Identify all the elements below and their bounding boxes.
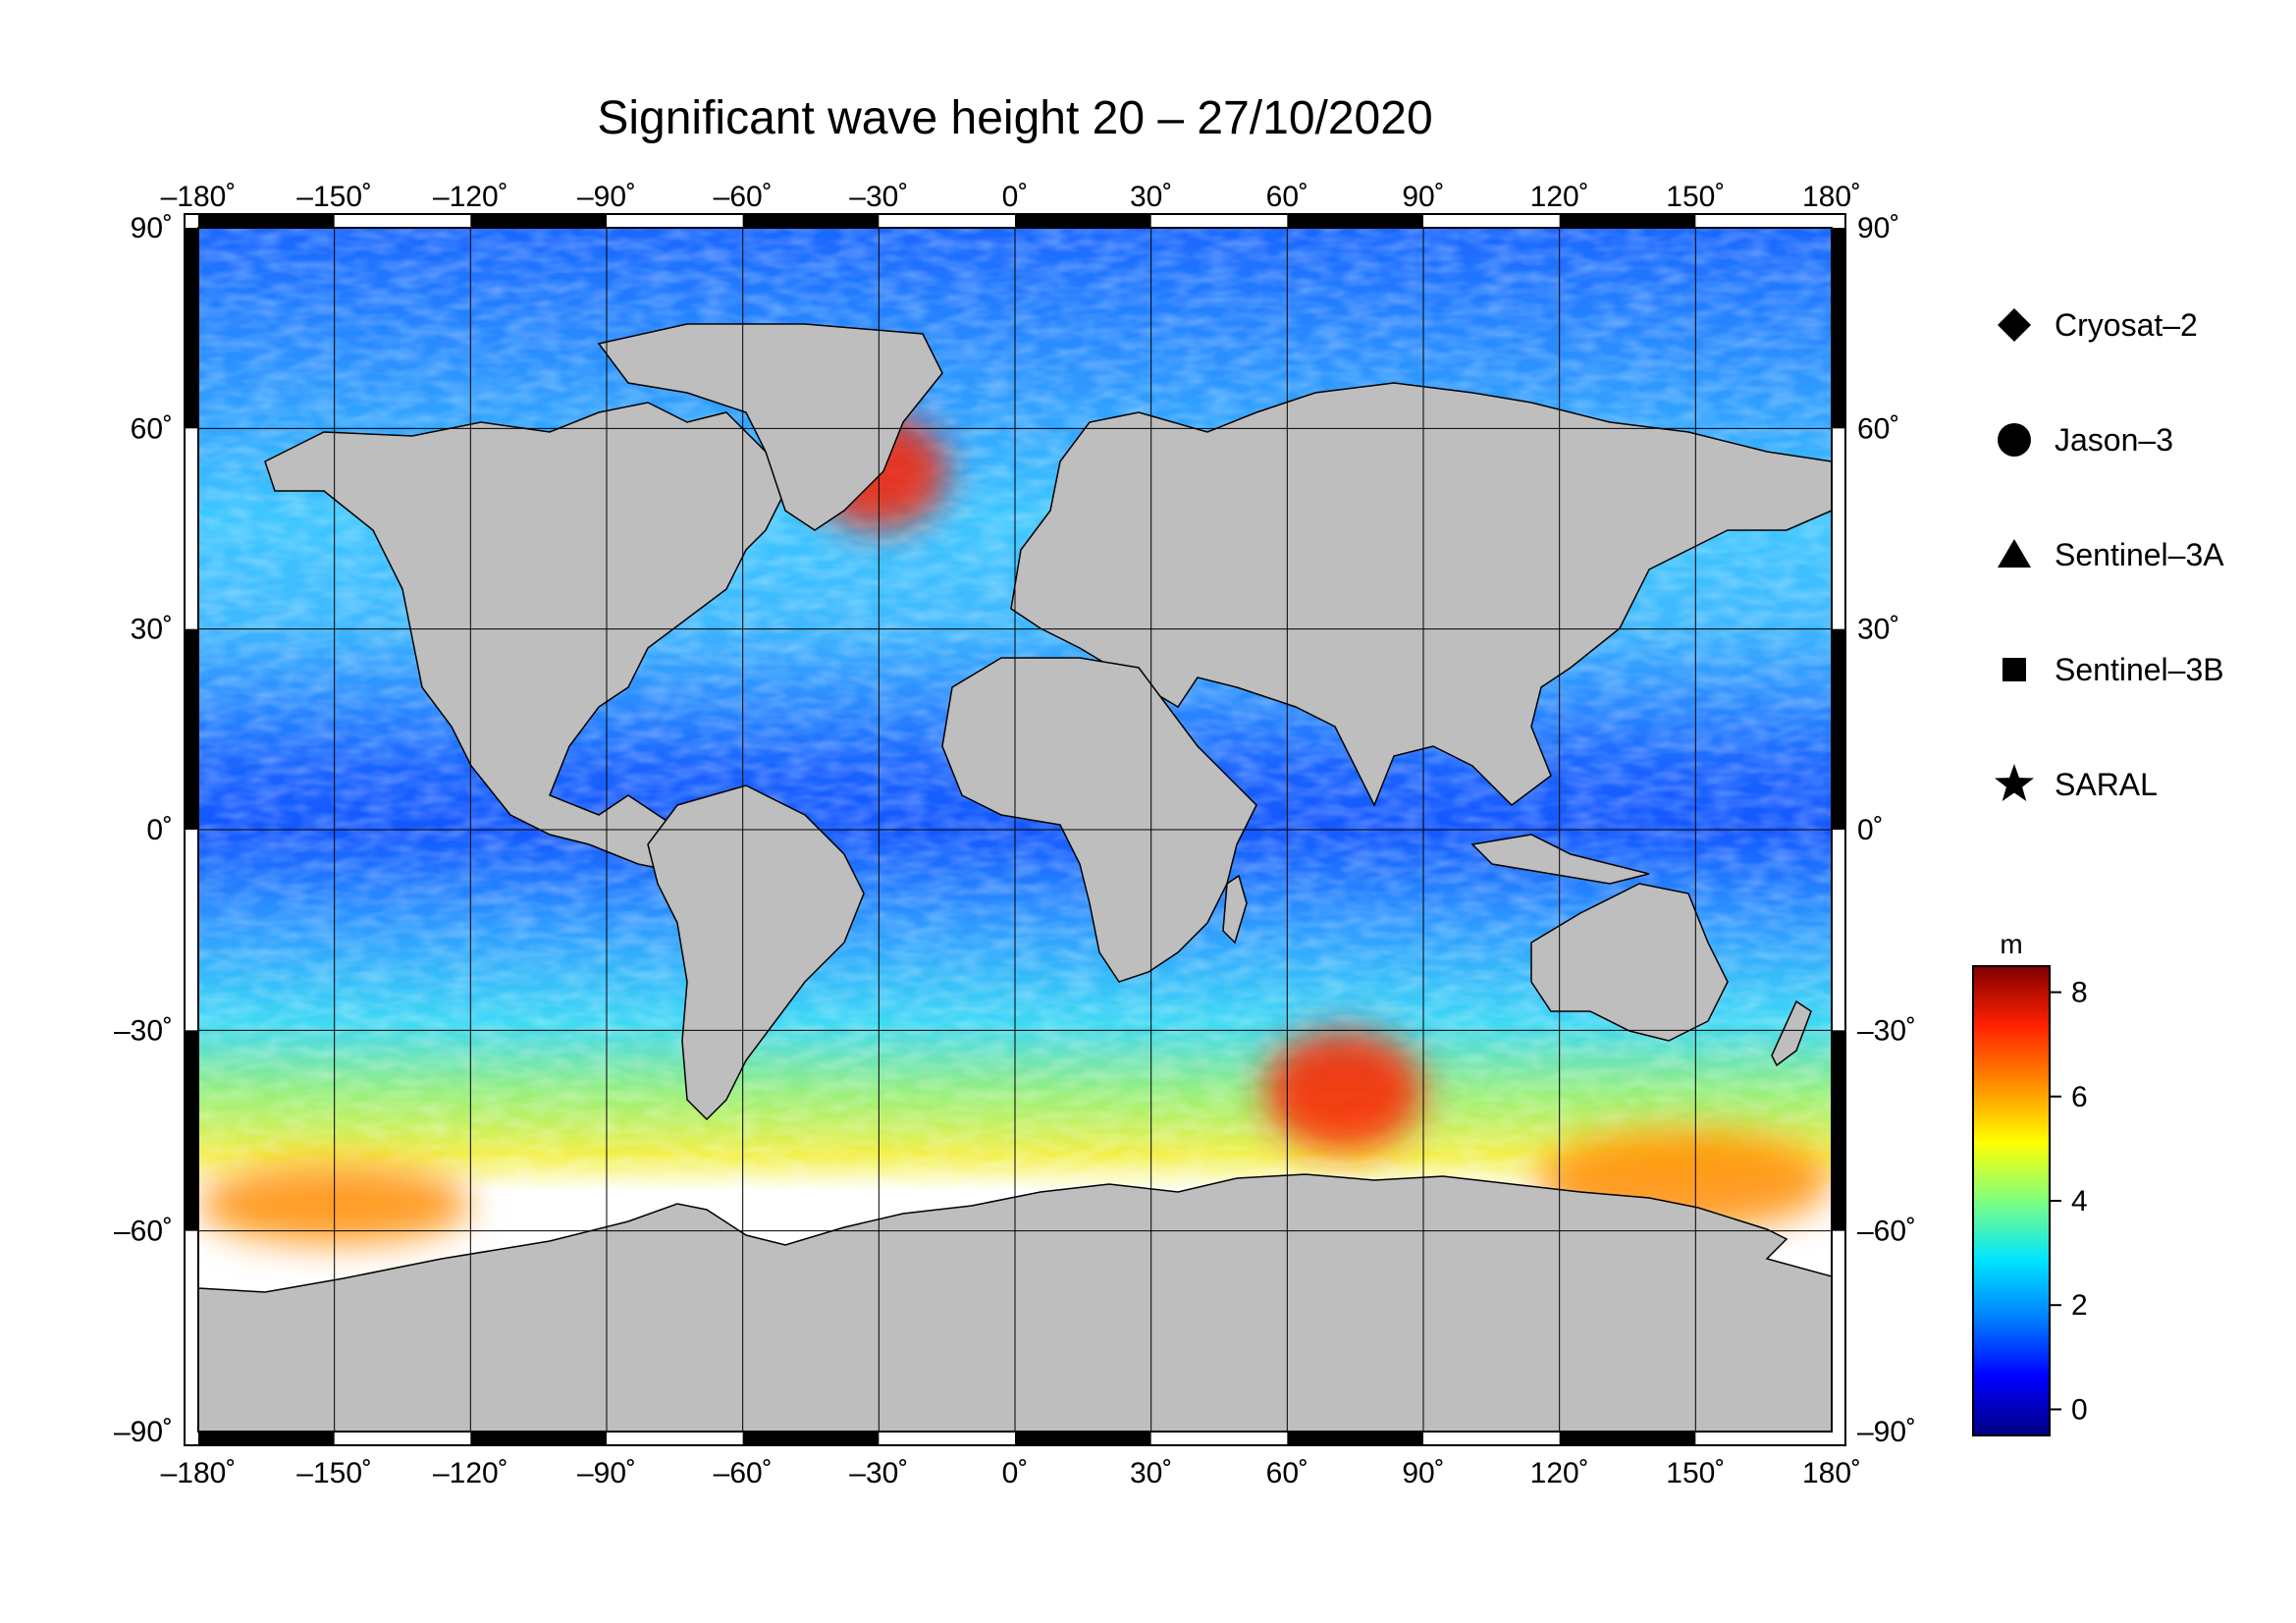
diamond-marker-icon (1998, 308, 2031, 342)
lat-tick-label: 30˚ (131, 614, 173, 646)
legend-label: Sentinel–3A (2055, 537, 2224, 572)
lon-tick-label: 0˚ (1002, 181, 1029, 213)
lat-tick-label: –60˚ (1857, 1216, 1916, 1248)
lat-tick-label: 0˚ (1857, 814, 1884, 846)
graticule (198, 228, 1832, 1432)
frame-segment (742, 1432, 880, 1445)
frame-segment (185, 628, 198, 830)
colorbar-tick-label: 2 (2071, 1289, 2088, 1322)
legend-label: SARAL (2055, 767, 2158, 802)
lon-tick-label: –150˚ (296, 181, 372, 213)
frame-segment (470, 1432, 607, 1445)
lat-tick-label: 60˚ (131, 412, 173, 445)
lon-tick-label: –90˚ (577, 1457, 636, 1489)
map-title: Significant wave height 20 – 27/10/2020 (597, 92, 1432, 144)
land-eurasia (1010, 382, 1832, 807)
lon-tick-label: 90˚ (1402, 1457, 1444, 1489)
lon-tick-label: –60˚ (714, 181, 773, 213)
high-wave-region (1264, 1030, 1423, 1151)
colorbar-tick-label: 4 (2071, 1185, 2088, 1217)
lat-tick-label: –90˚ (114, 1416, 173, 1448)
lat-tick-label: –90˚ (1857, 1416, 1916, 1448)
colorbar-ramp (1972, 965, 2051, 1436)
star-marker-icon (1995, 764, 2034, 801)
lon-tick-label: –30˚ (849, 1457, 908, 1489)
lon-labels-top: –180˚ –150˚ –120˚ –90˚ –60˚ –30˚ 0˚ 30˚ 60˚ 90˚ 12… (161, 181, 1861, 213)
frame-segment (1015, 214, 1151, 228)
lat-labels-right: 90˚ 60˚ 30˚ 0˚ –30˚ –60˚ –90˚ (1857, 212, 1916, 1448)
lat-tick-label: 0˚ (146, 814, 173, 846)
frame-segment (1832, 1030, 1845, 1231)
lat-tick-label: 90˚ (131, 212, 173, 244)
square-marker-icon (2002, 658, 2026, 681)
lon-tick-label: –150˚ (296, 1457, 372, 1489)
satellite-legend: Cryosat–2 Jason–3 Sentinel–3A Sentinel–3B SA… (1995, 307, 2224, 802)
lat-tick-label: –30˚ (114, 1014, 173, 1047)
colorbar-tick-label: 6 (2071, 1081, 2088, 1113)
lat-tick-label: –30˚ (1857, 1014, 1916, 1047)
land-australia (1530, 883, 1729, 1042)
lon-tick-label: 120˚ (1530, 1457, 1589, 1489)
lon-tick-label: 150˚ (1666, 181, 1725, 213)
lon-tick-label: –90˚ (577, 181, 636, 213)
frame-segment (1559, 1432, 1696, 1445)
lon-tick-label: –120˚ (433, 181, 508, 213)
lat-tick-label: 30˚ (1857, 614, 1899, 646)
colorbar-ticks: 0 2 4 6 8 (2050, 977, 2088, 1426)
land-africa (941, 657, 1257, 983)
land-north-america (264, 402, 786, 875)
lon-tick-label: 30˚ (1130, 1457, 1172, 1489)
frame-segment (470, 214, 607, 228)
lat-tick-label: –60˚ (114, 1216, 173, 1248)
frame-segment (1832, 628, 1845, 830)
legend-label: Sentinel–3B (2055, 652, 2224, 687)
frame-segment (185, 1030, 198, 1231)
lon-tick-label: –60˚ (714, 1457, 773, 1489)
lon-tick-label: 60˚ (1266, 1457, 1308, 1489)
colorbar-tick-label: 0 (2071, 1393, 2088, 1426)
frame-segment (742, 214, 880, 228)
legend-label: Cryosat–2 (2055, 307, 2198, 343)
lon-tick-label: 0˚ (1002, 1457, 1029, 1489)
legend-label: Jason–3 (2055, 422, 2173, 458)
lon-labels-bottom: –180˚ –150˚ –120˚ –90˚ –60˚ –30˚ 0˚ 30˚ 60˚ 90˚ 12… (161, 1457, 1861, 1489)
lon-tick-label: 180˚ (1802, 1457, 1861, 1489)
lon-tick-label: 60˚ (1266, 181, 1308, 213)
lon-tick-label: 180˚ (1802, 181, 1861, 213)
frame-segment (1287, 214, 1423, 228)
frame-segment (198, 1432, 335, 1445)
lon-tick-label: 120˚ (1530, 181, 1589, 213)
lat-labels-left: 90˚ 60˚ 30˚ 0˚ –30˚ –60˚ –90˚ (114, 212, 173, 1448)
lat-tick-label: 60˚ (1857, 412, 1899, 445)
lon-tick-label: 90˚ (1402, 181, 1444, 213)
frame-segment (1015, 1432, 1151, 1445)
map-frame (184, 213, 1846, 1446)
lon-tick-label: –120˚ (433, 1457, 508, 1489)
frame-segment (1559, 214, 1696, 228)
frame-segment (1287, 1432, 1423, 1445)
colorbar-tick-label: 8 (2071, 977, 2088, 1009)
colorbar-unit: m (2000, 929, 2022, 959)
land-maritime-asia (1470, 834, 1650, 885)
map-panel (198, 228, 1832, 1432)
land-greenland (597, 323, 943, 531)
frame-segment (185, 228, 198, 429)
colorbar: m 0 2 4 6 8 (1972, 929, 2088, 1436)
triangle-marker-icon (1998, 539, 2031, 568)
lon-tick-label: –180˚ (161, 1457, 237, 1489)
lon-tick-label: –30˚ (849, 181, 908, 213)
land-south-america (647, 784, 865, 1121)
frame-segment (1832, 228, 1845, 429)
lon-tick-label: 150˚ (1666, 1457, 1725, 1489)
circle-marker-icon (1998, 423, 2031, 457)
lon-tick-label: –180˚ (161, 181, 237, 213)
land-madagascar (1222, 874, 1248, 945)
lon-tick-label: 30˚ (1130, 181, 1172, 213)
lat-tick-label: 90˚ (1857, 212, 1899, 244)
frame-segment (198, 214, 335, 228)
land-new-zealand (1771, 1000, 1812, 1067)
